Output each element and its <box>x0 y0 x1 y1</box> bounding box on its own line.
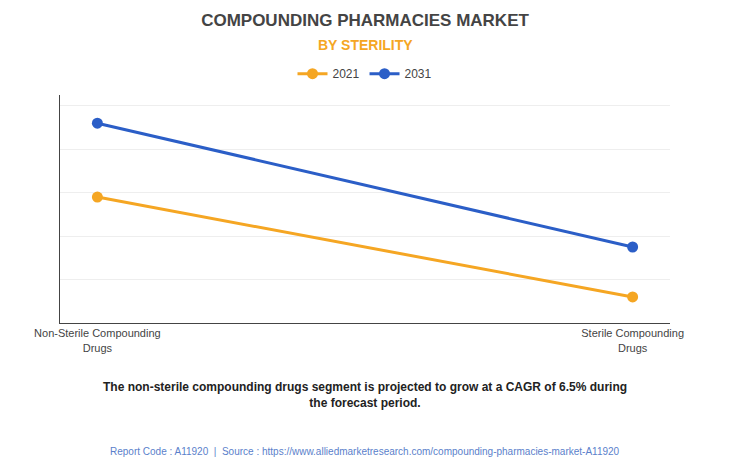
svg-text:The non-sterile compounding dr: The non-sterile compounding drugs segmen… <box>103 380 627 410</box>
svg-text:Non-Sterile CompoundingDrugs: Non-Sterile CompoundingDrugs <box>34 327 161 353</box>
svg-text:Report Code : A11920 | Sourc: Report Code : A11920 | Source : https://… <box>110 446 620 457</box>
svg-text:BY STERILITY: BY STERILITY <box>318 37 413 53</box>
svg-text:2021: 2021 <box>333 67 360 81</box>
svg-text:2031: 2031 <box>405 67 432 81</box>
svg-text:Sterile CompoundingDrugs: Sterile CompoundingDrugs <box>581 327 684 353</box>
svg-text:COMPOUNDING PHARMACIES MARKET: COMPOUNDING PHARMACIES MARKET <box>201 11 529 30</box>
